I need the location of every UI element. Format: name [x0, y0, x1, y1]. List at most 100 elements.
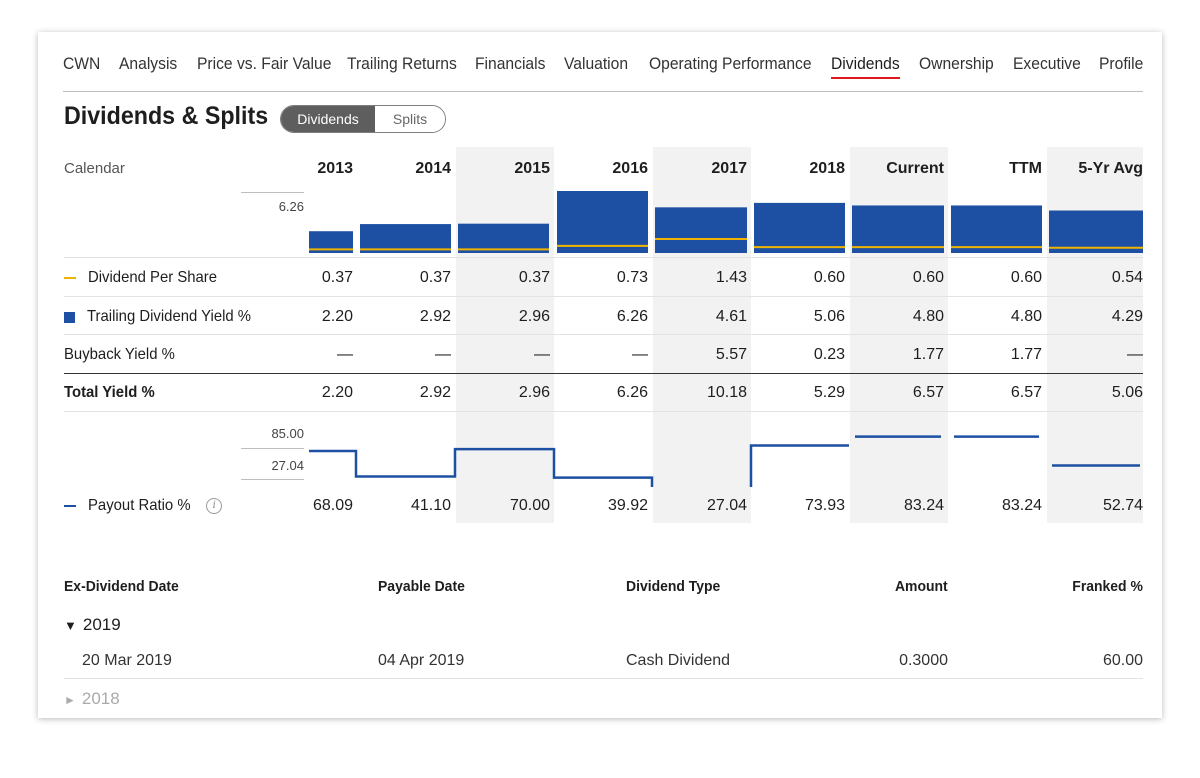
grid-cell: 0.37 [518, 269, 550, 286]
row-label-dividend-per-share: Dividend Per Share [64, 269, 227, 287]
grid-cell: 0.54 [1111, 269, 1143, 286]
grid-cell: 5.57 [715, 346, 747, 363]
payable-date-cell: 04 Apr 2019 [378, 652, 465, 669]
yield-scale-top-line [241, 192, 304, 193]
tab-operating-performance[interactable]: Operating Performance [649, 54, 812, 73]
grid-cell: 4.80 [912, 308, 944, 325]
grid-cell: — [632, 346, 648, 363]
dividend-type-cell: Cash Dividend [626, 652, 731, 669]
yield-scale-max: 6.26 [278, 199, 304, 214]
grid-cell: 2.96 [518, 308, 550, 325]
grid-cell: 1.43 [715, 269, 747, 286]
dividends-card: CWN Analysis Price vs. Fair Value Traili… [38, 32, 1162, 718]
tab-trailing-returns[interactable]: Trailing Returns [347, 54, 457, 73]
row-divider [64, 411, 1143, 412]
header-amount: Amount [895, 578, 948, 595]
grid-cell: 1.77 [912, 346, 944, 363]
yield-bar [852, 205, 944, 253]
info-icon[interactable]: i [206, 498, 223, 514]
payout-ratio-chart [309, 435, 1140, 487]
grid-cell: 52.74 [1102, 497, 1143, 514]
row-divider-strong [64, 373, 1143, 374]
toggle-dividends[interactable]: Dividends [281, 106, 375, 132]
grid-cell: 6.26 [616, 384, 648, 401]
grid-cell: 70.00 [509, 497, 550, 514]
payout-ratio-step-line [309, 444, 849, 487]
blue-line-legend-icon [64, 505, 76, 507]
tab-ownership[interactable]: Ownership [919, 54, 994, 73]
year-group-2018-toggle[interactable]: ► 2018 [64, 689, 120, 709]
yield-bar [557, 191, 648, 253]
year-label: 2018 [81, 689, 120, 708]
grid-cell: 6.57 [1010, 384, 1042, 401]
yield-bar [458, 223, 549, 253]
tab-executive[interactable]: Executive [1013, 54, 1081, 73]
grid-cell: — [1127, 346, 1143, 363]
tab-dividends[interactable]: Dividends [831, 54, 900, 79]
grid-cell: 0.37 [419, 269, 451, 286]
franked-cell: 60.00 [1102, 652, 1143, 669]
grid-cell: — [435, 346, 451, 363]
grid-cell: 10.18 [706, 384, 747, 401]
row-divider [64, 334, 1143, 335]
grid-cell: 0.23 [813, 346, 845, 363]
row-label-trailing-dividend-yield: Trailing Dividend Yield % [64, 308, 263, 326]
grid-cell: 2.96 [518, 384, 550, 401]
tab-analysis[interactable]: Analysis [119, 54, 178, 73]
tab-profile[interactable]: Profile [1099, 54, 1144, 73]
grid-cell: 5.06 [813, 308, 845, 325]
grid-cell: 0.73 [616, 269, 648, 286]
grid-cell: — [534, 346, 550, 363]
caret-down-icon: ▼ [64, 618, 77, 633]
grid-cell: 0.60 [912, 269, 944, 286]
grid-cell: 41.10 [410, 497, 451, 514]
grid-cell: 5.29 [813, 384, 845, 401]
column-header: 5-Yr Avg [1078, 160, 1143, 177]
column-header: Current [886, 160, 944, 177]
grid-cell: 0.37 [321, 269, 353, 286]
tab-financials[interactable]: Financials [475, 54, 546, 73]
grid-cell: 83.24 [903, 497, 944, 514]
grid-cell: 2.20 [321, 384, 353, 401]
grid-cell: 4.80 [1010, 308, 1042, 325]
yield-bar [360, 224, 451, 253]
grid-cell: 2.92 [419, 308, 451, 325]
column-header: 2013 [317, 160, 353, 177]
grid-cell: 27.04 [706, 497, 747, 514]
calendar-label: Calendar [64, 160, 125, 177]
yellow-line-legend-icon [64, 277, 76, 279]
column-shade-5yr-avg [1047, 147, 1143, 523]
payout-scale-max: 85.00 [271, 426, 304, 441]
row-label-total-yield: Total Yield % [64, 384, 155, 401]
grid-cell: 6.26 [616, 308, 648, 325]
grid-cell: 6.57 [912, 384, 944, 401]
yield-bar [309, 231, 353, 253]
column-shade-2015 [456, 147, 554, 523]
row-label-payout-ratio: Payout Ratio % i [64, 497, 223, 515]
dividend-yield-chart [309, 191, 1143, 253]
yield-bar [951, 205, 1042, 253]
payout-scale-mid-line [241, 448, 304, 449]
column-header: 2017 [711, 160, 747, 177]
yield-bar [1049, 210, 1143, 253]
toggle-splits[interactable]: Splits [375, 106, 445, 132]
yield-bar [655, 207, 747, 253]
year-group-2019-toggle[interactable]: ▼ 2019 [64, 615, 121, 635]
ex-dividend-date-cell: 20 Mar 2019 [82, 652, 172, 669]
grid-cell: 83.24 [1001, 497, 1042, 514]
tab-valuation[interactable]: Valuation [564, 54, 629, 73]
grid-cell: 39.92 [607, 497, 648, 514]
tab-price-vs-fair-value[interactable]: Price vs. Fair Value [197, 54, 332, 73]
dividends-splits-toggle: Dividends Splits [280, 105, 446, 133]
header-payable-date: Payable Date [378, 578, 465, 595]
column-header: 2014 [415, 160, 451, 177]
grid-cell: 4.29 [1111, 308, 1143, 325]
row-divider [64, 257, 1143, 258]
column-header: 2015 [514, 160, 550, 177]
grid-cell: 5.06 [1111, 384, 1143, 401]
year-label: 2019 [82, 615, 121, 634]
column-header: 2018 [809, 160, 845, 177]
grid-cell: 2.20 [321, 308, 353, 325]
grid-cell: 1.77 [1010, 346, 1042, 363]
tab-cwn[interactable]: CWN [63, 54, 101, 73]
